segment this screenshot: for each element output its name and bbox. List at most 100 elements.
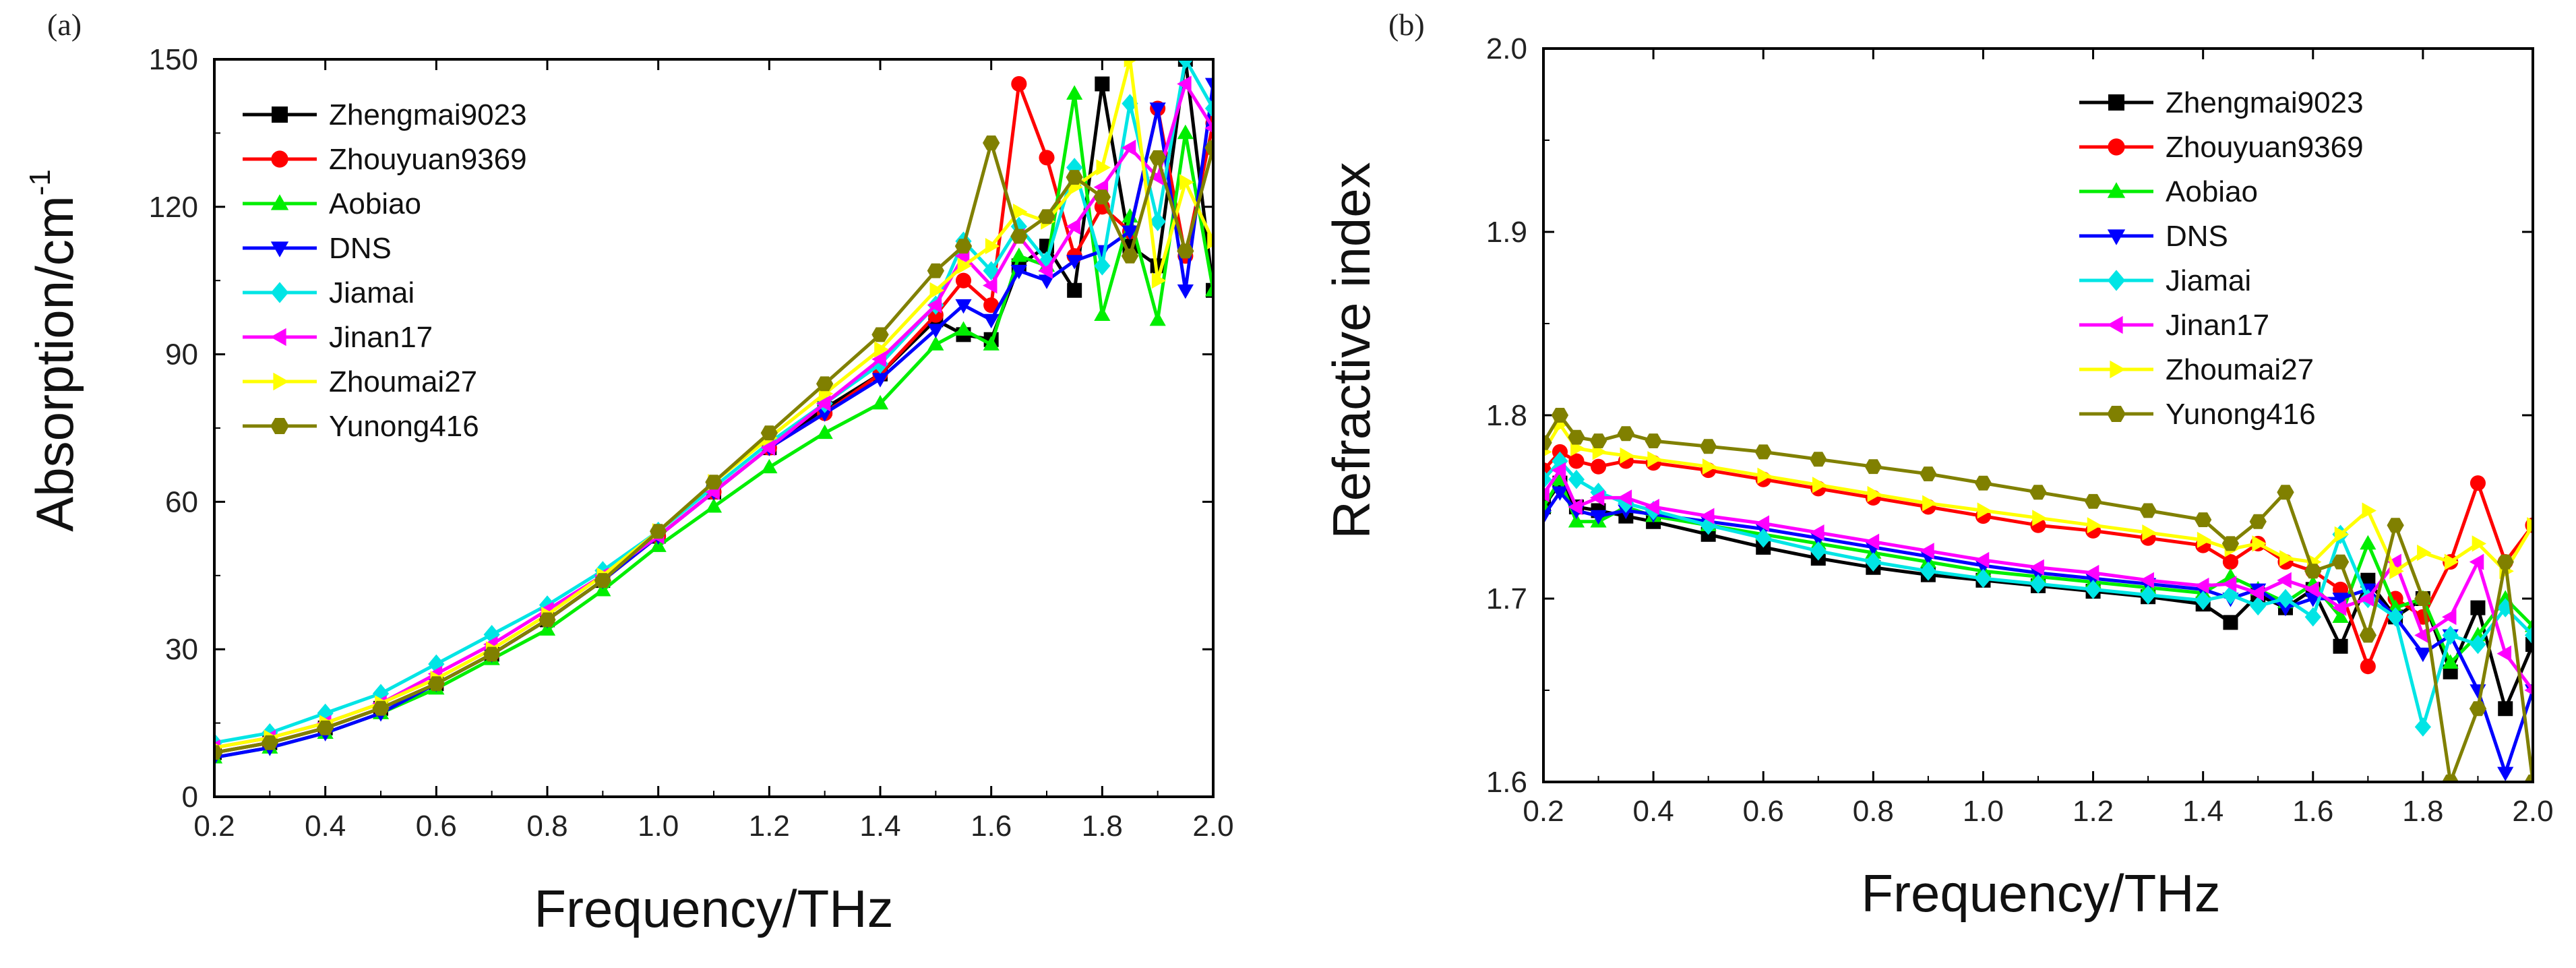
- data-point-yunong416: [1617, 426, 1634, 442]
- data-point-zhoumai27: [1151, 272, 1167, 289]
- data-point-jinan17: [2029, 559, 2044, 576]
- absorption-chart: (a) Absorption/cm-1 Frequency/THz 0.2 0.4…: [24, 7, 1234, 938]
- series-line-zhouyuan9369: [1543, 450, 2533, 669]
- legend-marker: [272, 107, 288, 123]
- data-point-jiamai: [2442, 626, 2459, 645]
- legend-label: Aobiao: [2166, 175, 2258, 208]
- data-point-zhoumai27: [1647, 451, 1662, 468]
- data-point-zhouyuan9369: [1591, 458, 1607, 475]
- data-point-zhouyuan9369: [955, 272, 972, 289]
- data-point-zhoumai27: [1124, 59, 1139, 68]
- data-point-zhoumai27: [1620, 447, 1634, 464]
- data-point-jiamai: [1810, 541, 1827, 561]
- data-point-aobiao: [1094, 306, 1111, 322]
- data-point-jiamai: [2029, 574, 2047, 594]
- data-point-zhoumai27: [1013, 203, 1028, 220]
- y-tick-label: 1.7: [1486, 582, 1527, 615]
- data-point-dns: [1177, 284, 1194, 299]
- data-point-jiamai: [2277, 588, 2294, 609]
- data-point-yunong416: [1920, 466, 1937, 481]
- y-tick-label: 2.0: [1486, 32, 1527, 65]
- legend-label: Yunong416: [2166, 398, 2316, 431]
- data-point-zhengmai9023: [2333, 638, 2348, 654]
- data-point-jiamai: [2387, 607, 2404, 627]
- legend-label: Zhouyuan9369: [2166, 131, 2364, 164]
- legend-item-zhouyuan9369: Zhouyuan9369: [243, 143, 527, 176]
- panel-label-b: (b): [1388, 7, 1425, 42]
- data-point-yunong416: [1810, 452, 1827, 467]
- data-point-jinan17: [1645, 498, 1659, 516]
- data-point-yunong416: [594, 573, 611, 588]
- data-point-yunong416: [1010, 229, 1028, 244]
- data-point-zhoumai27: [1977, 502, 1992, 519]
- data-point-jinan17: [1700, 508, 1715, 524]
- x-tick-label: 0.6: [416, 810, 457, 843]
- legend-item-jiamai: Jiamai: [243, 276, 415, 309]
- data-point-zhengmai9023: [2223, 615, 2238, 630]
- legend-label: Zhouyuan9369: [329, 143, 527, 176]
- y-axis-label-absorption: Absorption/cm-1: [24, 169, 84, 532]
- data-point-jiamai: [1149, 212, 1166, 231]
- legend-marker: [2107, 315, 2123, 334]
- data-point-zhoumai27: [1867, 485, 1882, 503]
- data-point-yunong416: [1149, 150, 1167, 165]
- data-point-yunong416: [1204, 140, 1213, 156]
- data-point-aobiao: [1177, 124, 1194, 140]
- data-point-jiamai: [1552, 451, 1568, 471]
- legend-label: Zhengmai9023: [2166, 86, 2364, 119]
- y-tick-label: 90: [165, 338, 198, 371]
- axis-ticks: 0.2 0.4 0.6 0.8 1.0 1.2 1.4 1.6 1.8 2.0 1.6 1.7 1.8 1…: [1486, 32, 2554, 828]
- x-tick-label: 0.2: [193, 810, 235, 843]
- data-point-aobiao: [955, 321, 972, 336]
- data-point-zhoumai27: [2142, 524, 2157, 541]
- data-point-jinan17: [1568, 498, 1583, 516]
- series-line-jiamai: [214, 59, 1213, 745]
- data-point-yunong416: [983, 135, 1000, 150]
- data-point-zhoumai27: [1922, 495, 1937, 512]
- data-point-aobiao: [594, 582, 611, 597]
- data-point-zhoumai27: [1812, 477, 1827, 493]
- data-point-jinan17: [2277, 572, 2292, 588]
- legend-item-aobiao: Aobiao: [2079, 175, 2258, 208]
- series-jinan17: [1543, 462, 2533, 696]
- data-point-dns: [1590, 510, 1607, 525]
- data-point-zhoumai27: [2087, 517, 2102, 534]
- data-point-jinan17: [1121, 140, 1136, 156]
- data-point-yunong416: [2221, 536, 2240, 551]
- data-point-yunong416: [214, 745, 223, 760]
- data-point-zhoumai27: [2334, 526, 2350, 543]
- data-point-jinan17: [2524, 685, 2533, 696]
- data-point-aobiao: [1568, 513, 1585, 528]
- data-point-zhoumai27: [2032, 510, 2047, 526]
- data-point-jinan17: [2331, 599, 2347, 616]
- x-tick-label: 0.8: [526, 810, 568, 843]
- data-point-yunong416: [816, 376, 834, 392]
- data-point-dns: [2414, 647, 2431, 663]
- data-point-aobiao: [2332, 608, 2349, 623]
- data-point-zhoumai27: [1702, 458, 1717, 475]
- data-point-aobiao: [539, 621, 556, 636]
- data-point-jinan17: [1177, 75, 1192, 92]
- x-tick-label: 1.4: [859, 810, 900, 843]
- data-point-jinan17: [2195, 577, 2209, 595]
- data-point-yunong416: [427, 676, 445, 692]
- data-point-jinan17: [1149, 169, 1164, 186]
- y-axis-label-superscript: -1: [24, 169, 57, 195]
- x-axis-label-absorption: Frequency/THz: [534, 879, 893, 938]
- data-point-yunong416: [1121, 248, 1139, 264]
- data-point-jinan17: [2304, 581, 2319, 598]
- data-point-jinan17: [816, 395, 831, 412]
- y-tick-label: 60: [165, 485, 198, 518]
- data-point-dns: [927, 324, 944, 338]
- data-point-yunong416: [1093, 189, 1111, 205]
- legend-label: Jiamai: [2166, 264, 2251, 297]
- data-point-zhoumai27: [929, 282, 944, 299]
- data-point-jiamai: [1543, 469, 1552, 489]
- legend-item-zhengmai9023: Zhengmai9023: [243, 98, 527, 131]
- data-point-yunong416: [2084, 493, 2102, 509]
- data-point-jiamai: [1865, 552, 1882, 572]
- legend-item-dns: DNS: [2079, 220, 2228, 253]
- x-tick-label: 0.2: [1523, 795, 1564, 828]
- data-point-zhoumai27: [2472, 535, 2487, 552]
